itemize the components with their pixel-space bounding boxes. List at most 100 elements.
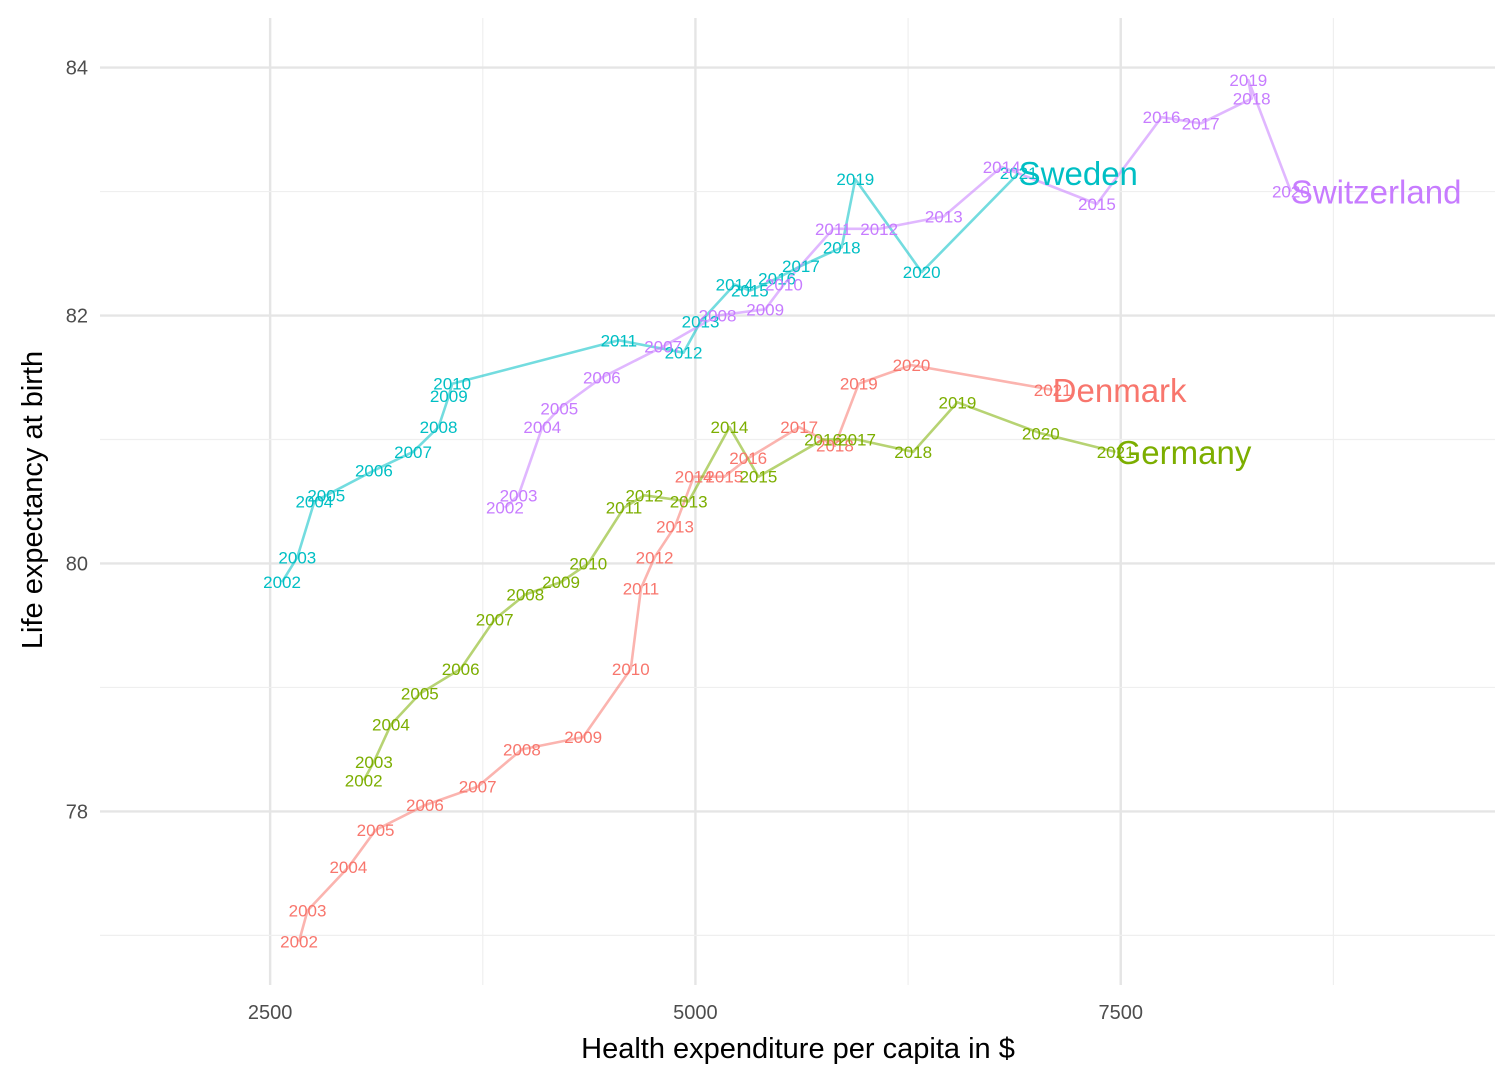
x-tick-label: 2500 bbox=[248, 1002, 293, 1024]
grid bbox=[100, 18, 1495, 985]
year-label-switzerland: 2017 bbox=[1182, 114, 1220, 133]
country-label-germany: Germany bbox=[1116, 434, 1252, 471]
year-label-switzerland: 2007 bbox=[644, 338, 682, 357]
year-label-switzerland: 2006 bbox=[583, 369, 621, 388]
year-label-denmark: 2016 bbox=[729, 449, 767, 468]
year-label-sweden: 2002 bbox=[263, 573, 301, 592]
year-label-sweden: 2018 bbox=[823, 238, 861, 257]
year-label-switzerland: 2005 bbox=[540, 400, 578, 419]
year-label-germany: 2011 bbox=[606, 499, 643, 518]
year-label-switzerland: 2016 bbox=[1143, 108, 1181, 127]
year-label-sweden: 2017 bbox=[782, 257, 820, 276]
year-label-denmark: 2013 bbox=[656, 517, 694, 536]
year-label-switzerland: 2009 bbox=[746, 300, 784, 319]
x-tick-label: 5000 bbox=[673, 1002, 718, 1024]
year-label-switzerland: 2002 bbox=[486, 499, 524, 518]
year-label-denmark: 2009 bbox=[564, 728, 602, 747]
series-line-sweden bbox=[280, 172, 1020, 583]
year-label-sweden: 2020 bbox=[903, 263, 941, 282]
year-label-denmark: 2021 bbox=[1034, 381, 1072, 400]
x-tick-label: 7500 bbox=[1098, 1002, 1143, 1024]
year-label-denmark: 2004 bbox=[329, 858, 367, 877]
series-line-denmark bbox=[297, 363, 1053, 942]
year-label-germany: 2006 bbox=[442, 660, 480, 679]
tick-labels: 2500 5000 7500 78 80 82 84 bbox=[66, 58, 1143, 1024]
year-label-germany: 2015 bbox=[739, 468, 777, 487]
year-label-denmark: 2006 bbox=[406, 796, 444, 815]
year-label-germany: 2003 bbox=[355, 753, 393, 772]
series-line-germany bbox=[362, 401, 1116, 782]
y-tick-label: 82 bbox=[66, 306, 88, 328]
year-label-germany: 2004 bbox=[372, 716, 410, 735]
year-label-denmark: 2018 bbox=[816, 437, 854, 456]
year-label-sweden: 2006 bbox=[355, 462, 393, 481]
year-label-germany: 2012 bbox=[625, 486, 663, 505]
year-label-switzerland: 2011 bbox=[815, 220, 852, 239]
country-label-sweden: Sweden bbox=[1019, 155, 1138, 192]
year-label-switzerland: 2015 bbox=[1078, 195, 1116, 214]
year-label-denmark: 2019 bbox=[840, 375, 878, 394]
year-label-sweden: 2008 bbox=[420, 418, 458, 437]
year-label-switzerland: 2020 bbox=[1272, 183, 1310, 202]
year-label-germany: 2018 bbox=[894, 443, 932, 462]
year-label-sweden: 2013 bbox=[682, 313, 720, 332]
year-label-denmark: 2005 bbox=[357, 821, 395, 840]
year-label-germany: 2013 bbox=[670, 493, 708, 512]
year-label-germany: 2005 bbox=[401, 685, 439, 704]
year-label-germany: 2021 bbox=[1097, 443, 1135, 462]
year-label-switzerland: 2012 bbox=[860, 220, 898, 239]
year-label-germany: 2016 bbox=[804, 431, 842, 450]
year-label-germany: 2014 bbox=[711, 418, 749, 437]
series-lines bbox=[280, 78, 1293, 942]
year-label-sweden: 2005 bbox=[307, 486, 345, 505]
year-label-denmark: 2015 bbox=[705, 468, 743, 487]
y-tick-label: 78 bbox=[66, 801, 88, 823]
year-label-denmark: 2017 bbox=[780, 418, 818, 437]
year-label-denmark: 2002 bbox=[280, 933, 318, 952]
year-label-sweden: 2014 bbox=[716, 276, 754, 295]
year-label-denmark: 2012 bbox=[636, 548, 674, 567]
year-label-germany: 2007 bbox=[476, 610, 514, 629]
year-label-denmark: 2007 bbox=[459, 778, 497, 797]
year-label-sweden: 2007 bbox=[394, 443, 432, 462]
year-label-germany: 2008 bbox=[506, 585, 544, 604]
year-label-sweden: 2021 bbox=[1000, 164, 1038, 183]
year-label-sweden: 2010 bbox=[433, 375, 471, 394]
year-label-sweden: 2015 bbox=[731, 282, 769, 301]
year-label-germany: 2002 bbox=[345, 771, 383, 790]
series-line-switzerland bbox=[504, 78, 1293, 509]
year-label-sweden: 2003 bbox=[278, 548, 316, 567]
year-label-sweden: 2016 bbox=[758, 269, 796, 288]
year-label-switzerland: 2003 bbox=[500, 486, 538, 505]
y-tick-label: 84 bbox=[66, 58, 88, 80]
year-label-denmark: 2020 bbox=[893, 356, 931, 375]
year-label-denmark: 2010 bbox=[612, 660, 650, 679]
year-label-germany: 2019 bbox=[939, 393, 977, 412]
year-label-sweden: 2004 bbox=[295, 493, 333, 512]
year-label-sweden: 2012 bbox=[665, 344, 703, 363]
year-label-sweden: 2011 bbox=[601, 331, 638, 350]
year-label-germany: 2017 bbox=[838, 431, 876, 450]
country-label-switzerland: Switzerland bbox=[1291, 174, 1462, 211]
year-label-switzerland: 2008 bbox=[699, 307, 737, 326]
year-label-germany: 2010 bbox=[569, 554, 607, 573]
year-label-switzerland: 2018 bbox=[1233, 90, 1271, 109]
year-labels: 2002200320042005200620072008200920102011… bbox=[263, 71, 1310, 952]
year-label-switzerland: 2014 bbox=[983, 158, 1021, 177]
year-label-germany: 2020 bbox=[1022, 424, 1060, 443]
year-label-switzerland: 2019 bbox=[1229, 71, 1267, 90]
year-label-sweden: 2019 bbox=[836, 170, 874, 189]
year-label-denmark: 2003 bbox=[289, 902, 327, 921]
year-label-switzerland: 2010 bbox=[765, 276, 803, 295]
y-axis-title: Life expectancy at birth bbox=[17, 351, 49, 649]
x-axis-title: Health expenditure per capita in $ bbox=[581, 1033, 1015, 1065]
y-tick-label: 80 bbox=[66, 553, 88, 575]
year-label-denmark: 2014 bbox=[675, 468, 713, 487]
country-labels: Denmark Germany Sweden Switzerland bbox=[1019, 155, 1462, 471]
year-label-germany: 2009 bbox=[542, 573, 580, 592]
year-label-denmark: 2011 bbox=[623, 579, 660, 598]
year-label-switzerland: 2004 bbox=[523, 418, 561, 437]
year-label-denmark: 2008 bbox=[503, 740, 541, 759]
country-label-denmark: Denmark bbox=[1053, 372, 1187, 409]
